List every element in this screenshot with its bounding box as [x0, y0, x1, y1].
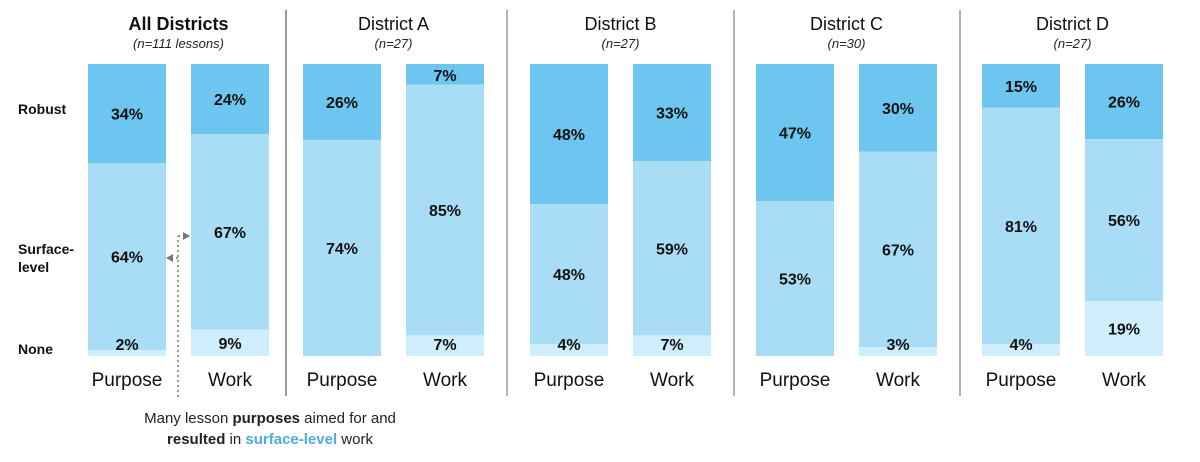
data-label: 81% [1005, 219, 1037, 236]
bar-segment-none [406, 335, 484, 356]
annotation-text-1: Many lesson [144, 410, 233, 427]
arrow-left-icon [166, 254, 173, 262]
data-label: 53% [779, 272, 811, 289]
data-label: 7% [660, 337, 683, 354]
data-label: 15% [1005, 79, 1037, 96]
bar-segment-none [859, 347, 937, 356]
data-label: 2% [115, 337, 138, 354]
level-label-surface-level: Surface- [18, 241, 74, 257]
annotation: Many lesson purposes aimed for and resul… [100, 408, 440, 450]
annotation-text-3: in [225, 431, 246, 448]
bar-segment-robust [406, 64, 484, 85]
category-label-work: Work [1102, 370, 1146, 391]
data-label: 33% [656, 106, 688, 123]
category-label-work: Work [208, 370, 252, 391]
data-label: 85% [429, 203, 461, 220]
data-label: 59% [656, 241, 688, 258]
group-subtitle: (n=27) [1054, 36, 1092, 51]
data-label: 67% [214, 225, 246, 242]
bar-segment-surface-level [756, 201, 834, 356]
level-label-robust: Robust [18, 101, 67, 117]
annotation-surface-level: surface-level [245, 431, 338, 448]
bar-segment-robust [1085, 64, 1163, 140]
bar-segment-robust [633, 64, 711, 162]
data-label: 47% [779, 126, 811, 143]
group-title: District A [358, 14, 429, 34]
group-subtitle: (n=111 lessons) [133, 36, 224, 51]
category-label-work: Work [876, 370, 920, 391]
level-label-surface-level: level [18, 259, 49, 275]
bar-segment-none [1085, 301, 1163, 356]
stacked-bar-chart: Robust Surface-level None All Districts (n=1… [18, 10, 1163, 400]
annotation-purposes: purposes [232, 410, 300, 427]
bar-segment-surface-level [859, 151, 937, 348]
bar-segment-surface-level [191, 134, 269, 330]
bar-segment-none [530, 344, 608, 356]
category-label-purpose: Purpose [760, 370, 831, 391]
bar-segment-robust [191, 64, 269, 135]
group-subtitle: (n=27) [602, 36, 640, 51]
bar-segment-surface-level [982, 107, 1060, 345]
bar-segment-surface-level [303, 139, 381, 356]
category-label-purpose: Purpose [92, 370, 163, 391]
group-title: District D [1036, 14, 1109, 34]
data-label: 64% [111, 250, 143, 267]
data-label: 24% [214, 92, 246, 109]
bar-segment-robust [982, 64, 1060, 108]
annotation-text-2: aimed for and [300, 410, 396, 427]
bar-segment-surface-level [633, 161, 711, 336]
data-label: 67% [882, 242, 914, 259]
annotation-resulted: resulted [167, 431, 226, 448]
data-label: 7% [433, 337, 456, 354]
data-label: 56% [1108, 213, 1140, 230]
data-label: 74% [326, 241, 358, 258]
bar-segment-robust [88, 64, 166, 164]
data-label: 3% [886, 337, 909, 354]
bar-segment-none [88, 350, 166, 356]
data-label: 30% [882, 101, 914, 118]
data-label: 34% [111, 107, 143, 124]
group-subtitle: (n=30) [828, 36, 866, 51]
group-title: District B [585, 14, 657, 34]
data-label: 7% [433, 68, 456, 85]
bar-segment-none [633, 335, 711, 356]
category-label-purpose: Purpose [986, 370, 1057, 391]
data-label: 26% [326, 95, 358, 112]
bar-segment-robust [530, 64, 608, 205]
bar-segment-none [982, 344, 1060, 356]
data-label: 4% [1009, 337, 1032, 354]
bar-segment-robust [303, 64, 381, 140]
bar-segment-surface-level [1085, 139, 1163, 302]
data-label: 26% [1108, 95, 1140, 112]
bar-segment-surface-level [530, 204, 608, 345]
bar-segment-robust [756, 64, 834, 202]
category-label-work: Work [650, 370, 694, 391]
bar-segment-surface-level [406, 84, 484, 336]
data-label: 48% [553, 127, 585, 144]
category-label-work: Work [423, 370, 467, 391]
group-subtitle: (n=27) [375, 36, 413, 51]
data-label: 4% [557, 337, 580, 354]
arrow-right-icon [183, 232, 190, 240]
category-label-purpose: Purpose [307, 370, 378, 391]
data-label: 9% [218, 336, 241, 353]
category-label-purpose: Purpose [534, 370, 605, 391]
group-title: District C [810, 14, 883, 34]
group-title: All Districts [128, 14, 228, 34]
annotation-text-4: work [337, 431, 373, 448]
bar-segment-none [191, 329, 269, 356]
data-label: 48% [553, 267, 585, 284]
bar-segment-surface-level [88, 163, 166, 351]
level-label-none: None [18, 341, 53, 357]
bar-segment-robust [859, 64, 937, 152]
data-label: 19% [1108, 322, 1140, 339]
